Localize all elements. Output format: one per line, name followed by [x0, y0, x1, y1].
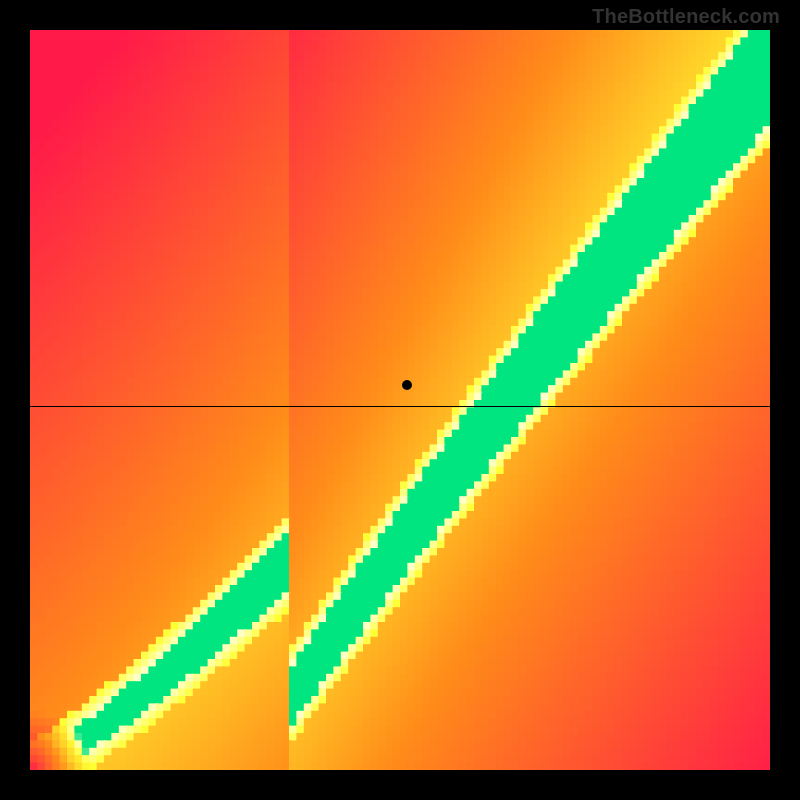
watermark-text: TheBottleneck.com: [592, 6, 780, 29]
heatmap-canvas: [30, 30, 770, 770]
bottleneck-heatmap: [30, 30, 770, 770]
selection-marker: [402, 380, 412, 390]
crosshair-vertical: [407, 770, 408, 800]
crosshair-horizontal: [30, 406, 770, 407]
